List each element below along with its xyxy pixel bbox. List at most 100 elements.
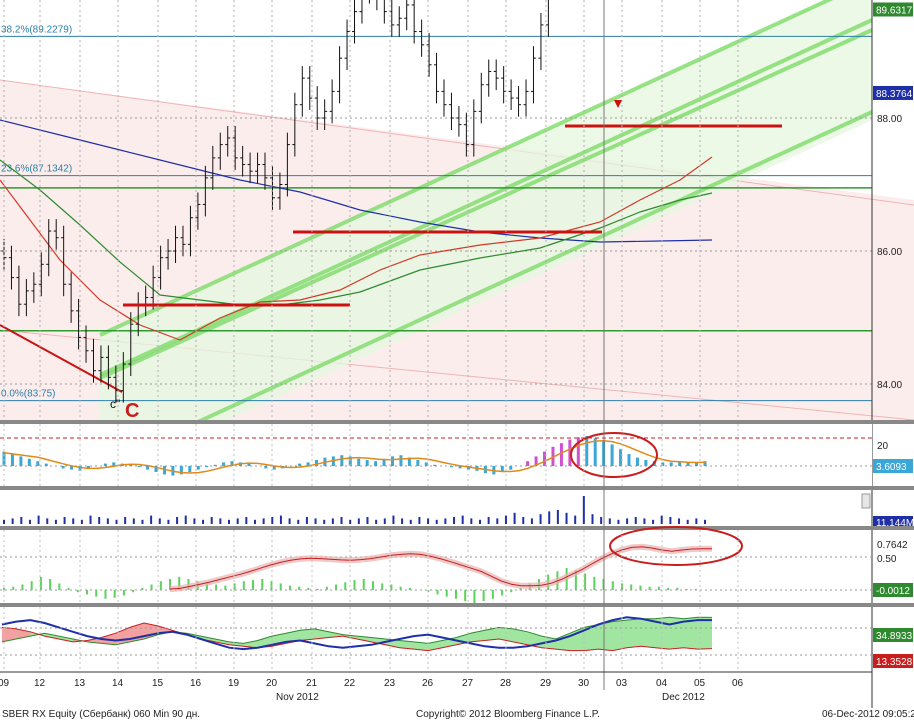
- macd-bar: [661, 462, 665, 466]
- x-tick-label: 21: [306, 678, 318, 689]
- macd-bar: [230, 461, 234, 466]
- price-value-tag-label: 89.6317: [876, 5, 913, 16]
- channel-line-mid: [99, 18, 873, 377]
- volume-bar: [513, 512, 516, 524]
- price-panel: 84.0086.0088.0090.0092.0076.4%(94.7058)6…: [0, 0, 914, 708]
- volume-bar: [626, 518, 629, 524]
- momentum-bar: [169, 579, 172, 590]
- momentum-bar: [270, 581, 273, 590]
- macd-bar: [36, 461, 40, 466]
- momentum-bar: [159, 581, 162, 590]
- momentum-bar: [445, 590, 448, 597]
- volume-bar: [556, 510, 559, 524]
- x-tick-label: 03: [616, 678, 628, 689]
- highlight-ellipse-momentum: [609, 526, 743, 566]
- wave-annotation-small: c": [110, 397, 120, 411]
- volume-bar: [608, 518, 611, 524]
- volume-bar: [219, 518, 222, 524]
- macd-bar: [644, 460, 648, 466]
- momentum-bar: [344, 582, 347, 590]
- momentum-bar: [685, 588, 688, 590]
- x-tick-label: 05: [694, 678, 706, 689]
- macd-bar: [500, 466, 504, 472]
- macd-bar: [543, 451, 547, 466]
- dmi-minus-tag-label: 13.3528: [876, 657, 913, 668]
- x-tick-label: 12: [34, 678, 46, 689]
- highlight-ellipse-macd: [570, 432, 658, 478]
- macd-bar: [635, 457, 639, 466]
- momentum-bar: [510, 590, 513, 593]
- momentum-bar: [491, 590, 494, 599]
- x-tick-label: 27: [462, 678, 474, 689]
- momentum-bar: [454, 590, 457, 599]
- momentum-bar: [242, 581, 245, 590]
- momentum-bar: [279, 583, 282, 590]
- volume-bar: [357, 518, 360, 524]
- momentum-value-label: 0.7642: [877, 540, 908, 551]
- volume-bar: [176, 517, 179, 524]
- volume-bar: [427, 518, 430, 524]
- price-tick-label: 86.00: [877, 247, 902, 258]
- momentum-bar: [574, 570, 577, 590]
- macd-bar: [424, 462, 428, 466]
- volume-bar: [89, 515, 92, 524]
- panel-divider: [0, 526, 914, 530]
- volume-bar: [236, 518, 239, 524]
- volume-bar: [695, 518, 698, 524]
- macd-bar: [559, 443, 563, 466]
- momentum-bar: [316, 588, 319, 590]
- momentum-line: [169, 546, 712, 590]
- macd-bar: [27, 458, 31, 466]
- channel-fill: [100, 0, 872, 480]
- macd-bar: [450, 466, 454, 468]
- momentum-bar: [39, 576, 42, 590]
- x-tick-label: 14: [112, 678, 124, 689]
- macd-bar: [585, 436, 589, 466]
- x-tick-label: 29: [540, 678, 552, 689]
- dmi-plus-tag-label: 34.8933: [876, 631, 913, 642]
- x-tick-label: 04: [656, 678, 668, 689]
- volume-bar: [132, 518, 135, 524]
- momentum-bar: [473, 590, 476, 604]
- volume-bar: [487, 517, 490, 524]
- volume-bar: [643, 518, 646, 524]
- macd-bar: [340, 455, 344, 466]
- momentum-bar: [252, 580, 255, 590]
- momentum-bar: [436, 590, 439, 595]
- momentum-bar: [325, 586, 328, 590]
- macd-bar: [70, 466, 74, 470]
- volume-bar: [574, 515, 577, 524]
- volume-bar: [106, 518, 109, 524]
- macd-bar: [619, 449, 623, 466]
- macd-bar: [146, 466, 150, 470]
- macd-bar: [669, 462, 673, 466]
- volume-bar: [72, 518, 75, 524]
- momentum-bar: [371, 581, 374, 590]
- volume-bar: [141, 519, 144, 524]
- momentum-bar: [132, 590, 135, 593]
- momentum-bar: [205, 583, 208, 590]
- ma-green-line: [0, 159, 713, 306]
- x-tick-label: 15: [152, 678, 164, 689]
- volume-bar: [314, 518, 317, 524]
- momentum-bar: [381, 583, 384, 590]
- macd-bar: [399, 455, 403, 466]
- volume-bar: [262, 518, 265, 524]
- x-tick-label: 20: [266, 678, 278, 689]
- volume-bar: [539, 514, 542, 524]
- volume-bar: [305, 517, 308, 524]
- macd-bar: [298, 463, 302, 466]
- volume-bar: [548, 511, 551, 524]
- x-month-label: Nov 2012: [276, 692, 319, 703]
- price-value-tag: [873, 2, 913, 17]
- volume-bar: [478, 519, 481, 524]
- macd-bar: [416, 460, 420, 466]
- down-arrow-marker: [614, 100, 622, 108]
- channel-line-upper: [99, 0, 834, 337]
- volume-bar: [660, 515, 663, 524]
- volume-bar: [444, 518, 447, 524]
- footer: SBER RX Equity (Сбербанк) 060 Min 90 дн.…: [0, 708, 914, 723]
- volume-bar: [401, 518, 404, 524]
- macd-bar: [2, 451, 6, 466]
- momentum-bar: [676, 587, 679, 590]
